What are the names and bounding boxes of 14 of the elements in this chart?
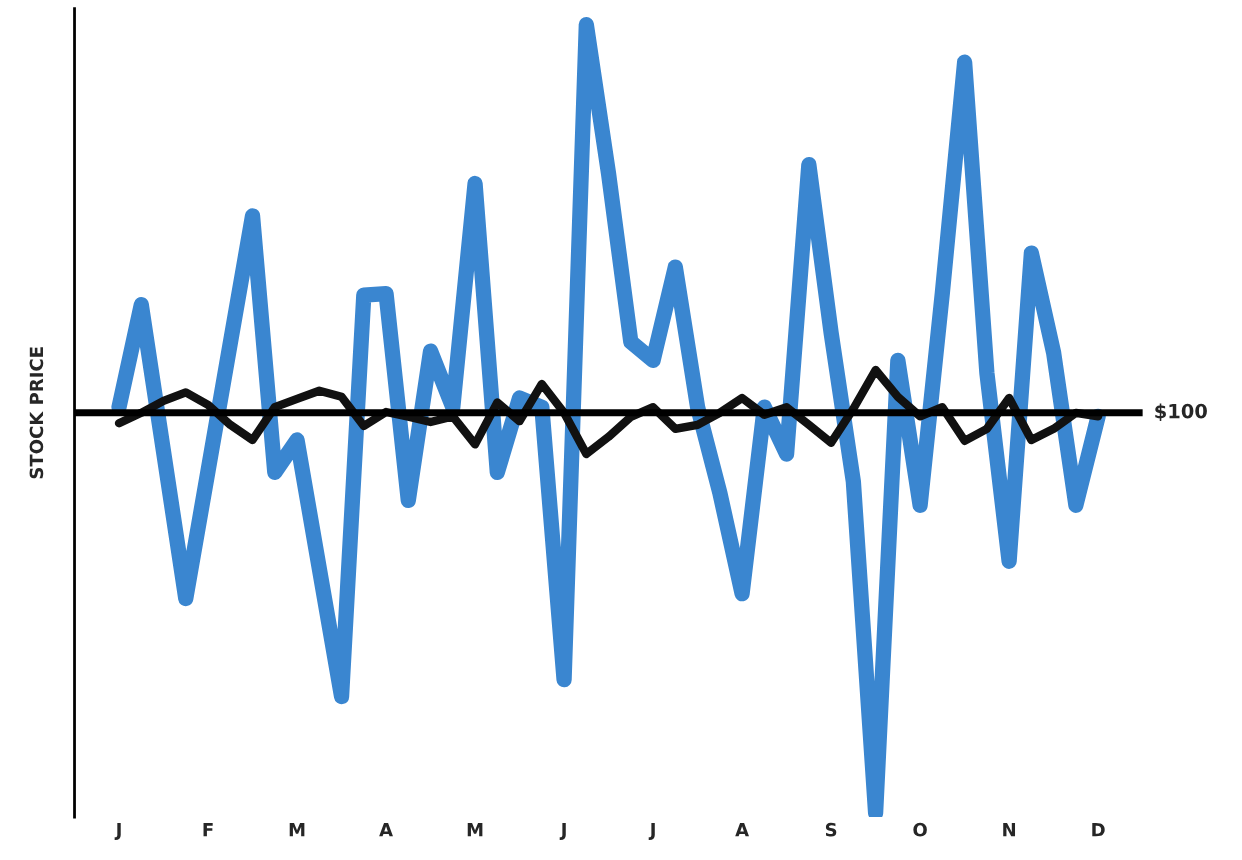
- x-tick-label: D: [1092, 823, 1105, 837]
- x-tick-label: N: [1003, 823, 1016, 837]
- x-tick-label: J: [559, 823, 566, 840]
- x-tick-label: J: [648, 823, 655, 840]
- x-tick-label: J: [114, 823, 121, 840]
- x-tick-label: M: [289, 823, 305, 837]
- x-tick-label: A: [379, 823, 393, 837]
- x-tick-label: M: [467, 823, 483, 837]
- x-tick-label: A: [735, 823, 749, 837]
- x-tick-label: O: [913, 822, 927, 837]
- x-tick-label: S: [825, 822, 837, 837]
- text: $100: [1155, 403, 1207, 422]
- x-tick-label: F: [203, 823, 213, 837]
- y-axis-title: STOCK PRICE: [29, 347, 44, 479]
